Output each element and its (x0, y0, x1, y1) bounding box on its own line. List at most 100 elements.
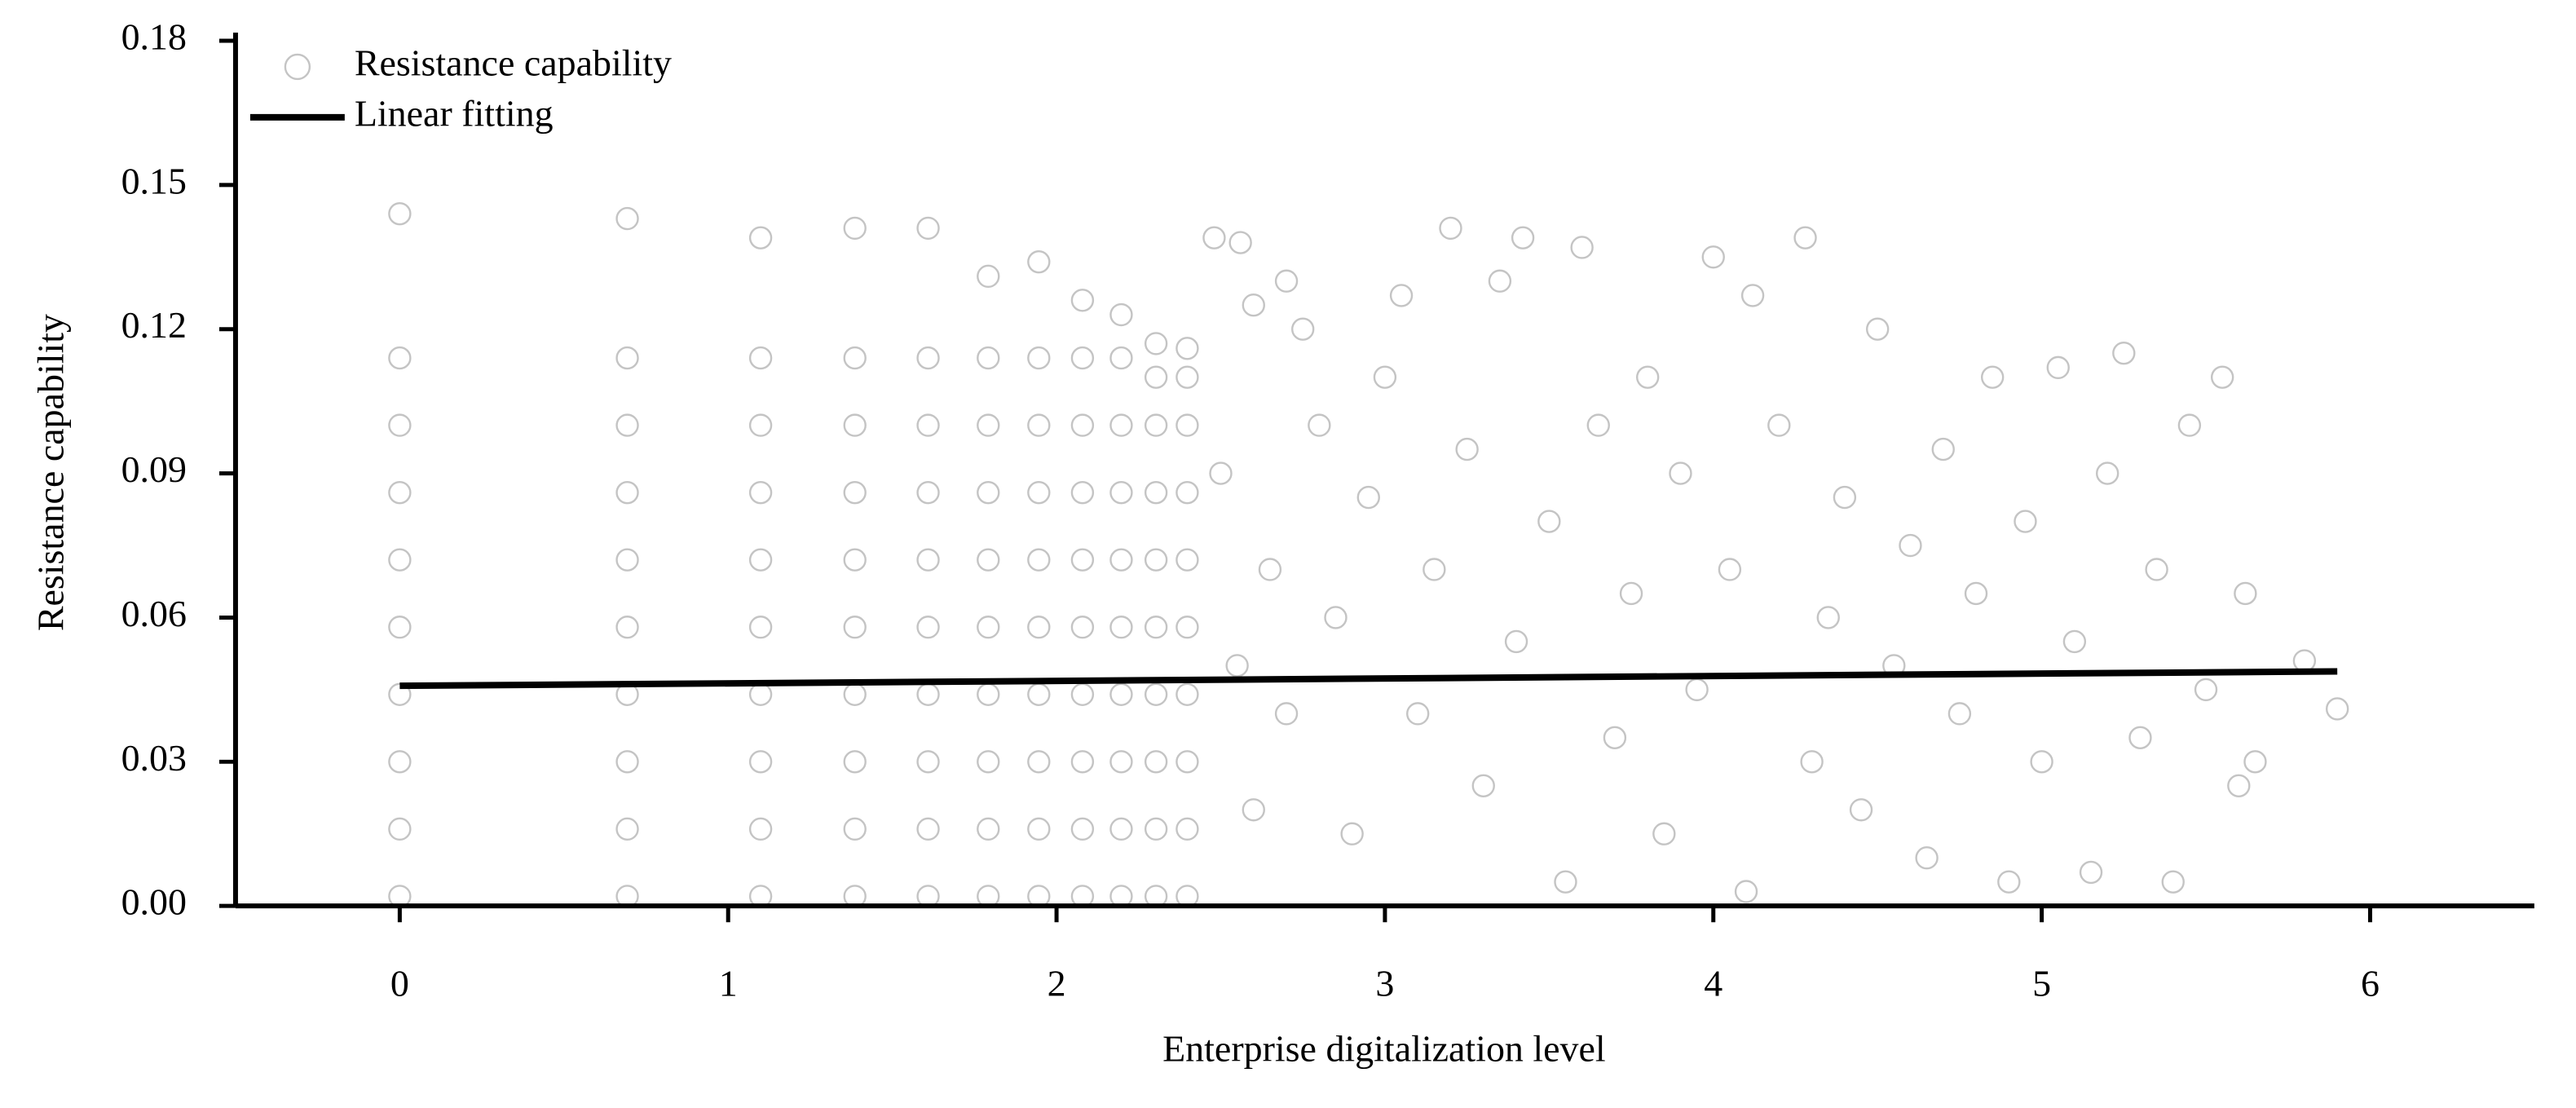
point (1144, 365, 1168, 389)
point (2128, 726, 2152, 750)
point (916, 817, 940, 841)
y-axis-label: Resistance capability (30, 314, 72, 631)
point (388, 817, 412, 841)
x-tick-label: 6 (2361, 963, 2380, 1004)
point (1144, 750, 1168, 774)
point (2030, 750, 2053, 774)
point (2095, 461, 2119, 485)
point (1455, 437, 1479, 461)
point (1070, 480, 1095, 505)
point (1511, 226, 1535, 249)
point (1406, 702, 1430, 726)
point (1356, 485, 1380, 510)
point (1027, 817, 1051, 841)
point (977, 264, 1000, 289)
point (1027, 750, 1051, 774)
point (1669, 461, 1692, 485)
point (2234, 581, 2257, 606)
point (1389, 284, 1414, 307)
point (388, 202, 412, 226)
point (748, 226, 773, 249)
point (1144, 413, 1168, 437)
point (388, 413, 412, 437)
point (843, 346, 867, 370)
legend-label: Resistance capability (355, 42, 672, 83)
point (748, 480, 773, 505)
x-tick-label: 2 (1048, 963, 1066, 1004)
point (2079, 860, 2103, 885)
point (388, 346, 412, 370)
point (843, 817, 867, 841)
point (1242, 798, 1265, 822)
point (977, 750, 1000, 774)
point (1027, 346, 1051, 370)
point (2062, 629, 2087, 654)
point (1816, 606, 1840, 629)
x-tick-label: 1 (719, 963, 738, 1004)
point (748, 682, 773, 706)
point (843, 216, 867, 241)
point (1504, 629, 1528, 654)
point (916, 750, 940, 774)
point (615, 346, 639, 370)
point (916, 413, 940, 437)
point (1202, 226, 1226, 249)
point (615, 750, 639, 774)
point (1176, 750, 1199, 774)
point (1027, 548, 1051, 572)
point (1144, 817, 1168, 841)
point (2227, 774, 2251, 797)
y-tick-label: 0.06 (121, 593, 187, 634)
point (1701, 245, 1725, 269)
point (748, 346, 773, 370)
point (1931, 437, 1955, 461)
point (1109, 817, 1133, 841)
point (1734, 880, 1758, 903)
point (1070, 817, 1095, 841)
point (1308, 413, 1331, 437)
point (1176, 480, 1199, 505)
point (977, 548, 1000, 572)
y-tick-label: 0.18 (121, 16, 187, 58)
point (1027, 682, 1051, 706)
legend-label: Linear fitting (355, 92, 554, 134)
point (1070, 750, 1095, 774)
point (977, 480, 1000, 505)
point (1603, 726, 1627, 750)
point (1070, 346, 1095, 370)
point (1947, 702, 1972, 726)
point (1109, 413, 1133, 437)
point (2292, 649, 2317, 673)
point (1176, 337, 1199, 360)
point (916, 480, 940, 505)
point (2046, 355, 2070, 380)
point (748, 616, 773, 639)
point (1980, 365, 2005, 389)
point (1027, 480, 1051, 505)
point (2014, 510, 2037, 533)
point (843, 413, 867, 437)
point (1997, 870, 2021, 894)
point (1070, 616, 1095, 639)
point (1109, 302, 1133, 327)
point (916, 346, 940, 370)
point (2161, 870, 2185, 894)
x-tick-label: 4 (1704, 963, 1722, 1004)
point (1439, 216, 1462, 241)
point (977, 346, 1000, 370)
point (1373, 365, 1397, 389)
point (916, 616, 940, 639)
point (843, 616, 867, 639)
point (2194, 678, 2218, 702)
point (1833, 485, 1857, 510)
point (1027, 616, 1051, 639)
point (2243, 750, 2267, 774)
point (615, 480, 639, 505)
point (1685, 678, 1709, 702)
point (1274, 269, 1299, 293)
point (1109, 346, 1133, 370)
point (1849, 798, 1873, 822)
point (1176, 365, 1199, 389)
point (1176, 817, 1199, 841)
point (1144, 548, 1168, 572)
